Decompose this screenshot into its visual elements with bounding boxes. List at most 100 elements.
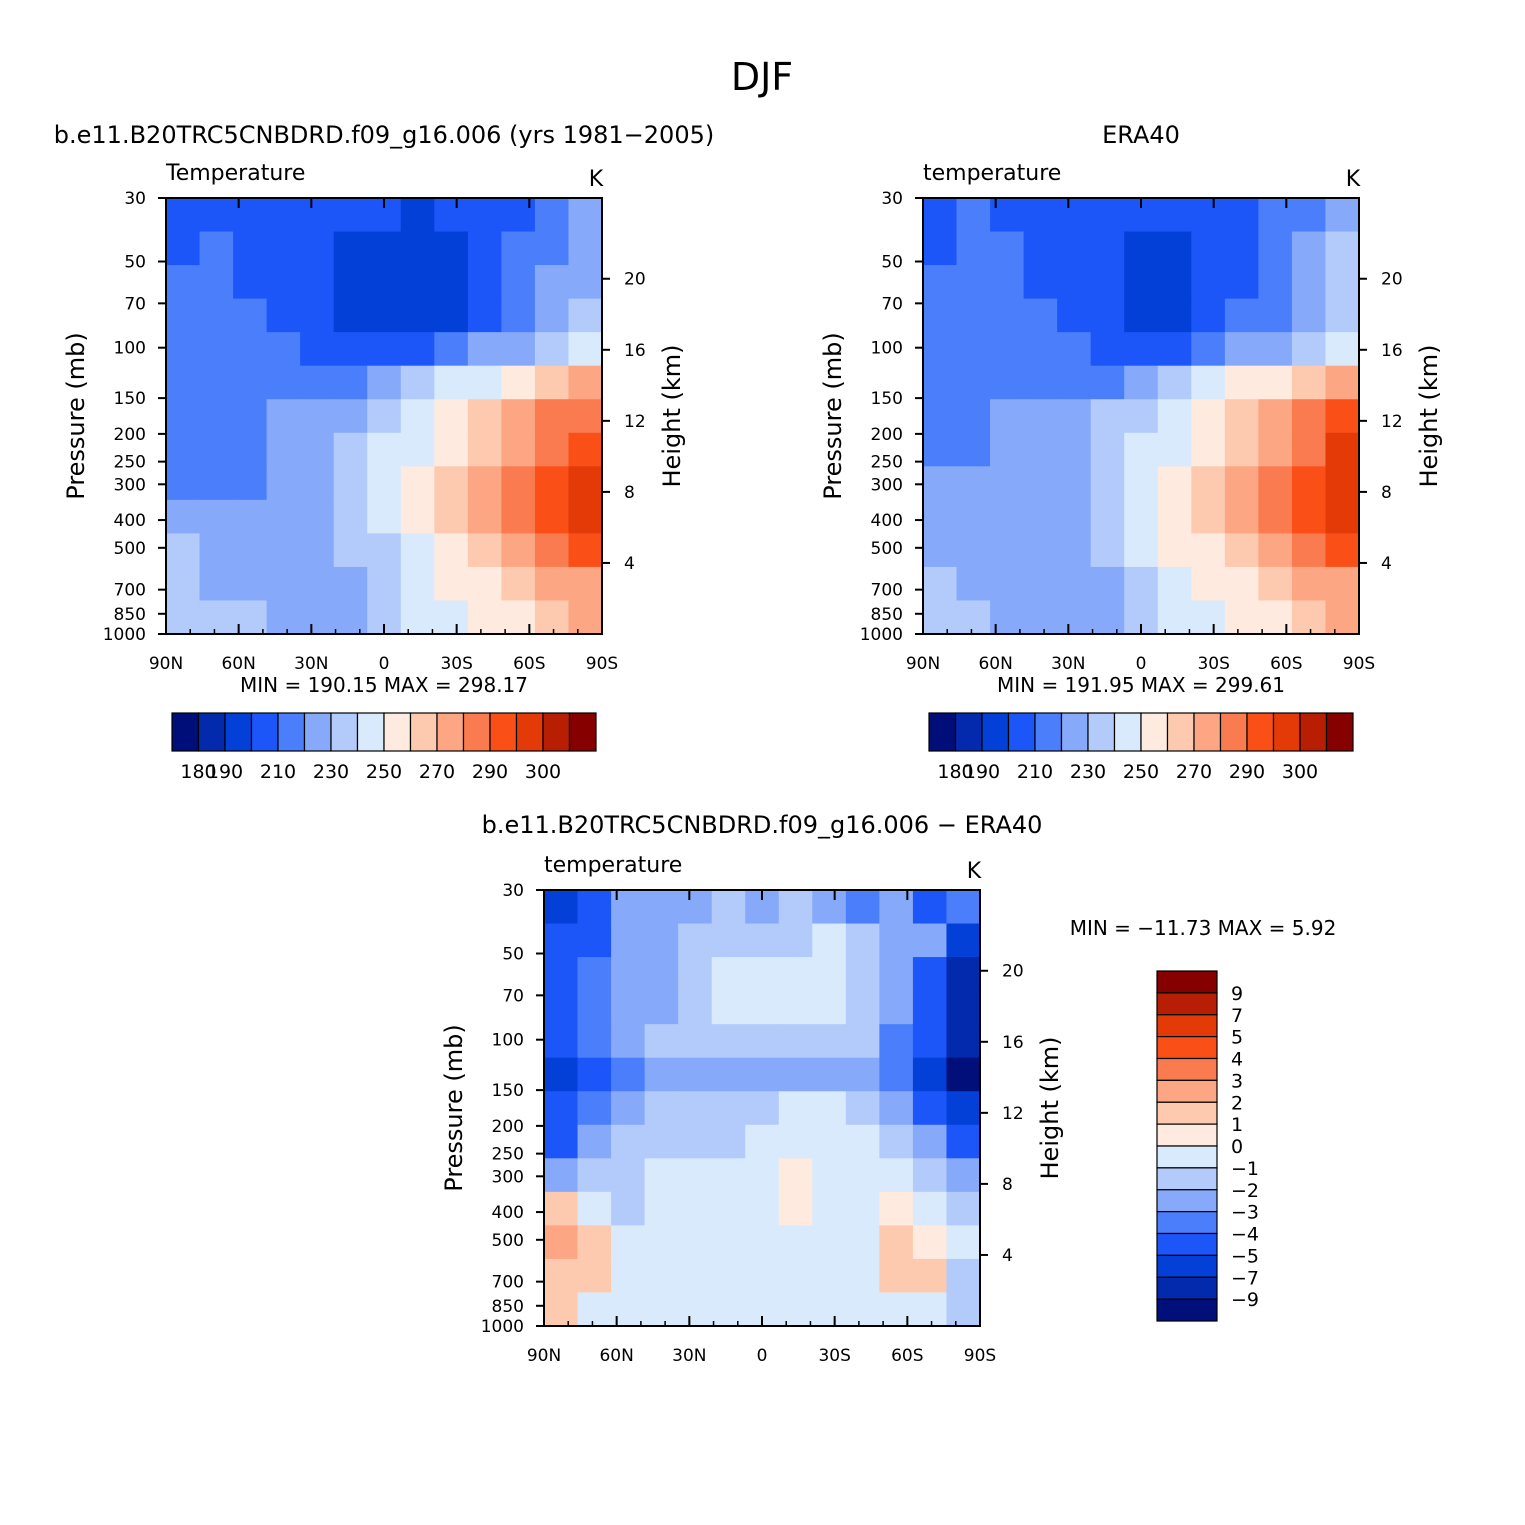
heatmap-cell xyxy=(544,1091,579,1126)
heatmap-cell xyxy=(990,499,1025,534)
heatmap-cell xyxy=(678,1225,713,1260)
heatmap-cells xyxy=(166,198,603,635)
heatmap-cell xyxy=(333,265,368,300)
heatmap-cell xyxy=(233,533,268,568)
heatmap-cell xyxy=(166,533,201,568)
colorbar-box xyxy=(1087,712,1116,752)
heatmap-cell xyxy=(745,957,780,992)
y-tick-label: 850 xyxy=(114,605,146,625)
heatmap-cell xyxy=(711,1292,746,1327)
y-tick-label: 500 xyxy=(492,1231,524,1251)
heatmap-cell xyxy=(644,1158,679,1193)
heatmap-cell xyxy=(678,990,713,1025)
heatmap-cell xyxy=(611,1258,646,1294)
heatmap-cell xyxy=(990,231,1025,266)
y-tick-label: 100 xyxy=(871,339,903,359)
heatmap-cell xyxy=(1291,231,1327,266)
heatmap-cell xyxy=(1057,533,1092,568)
heatmap-cell xyxy=(845,1225,880,1260)
heatmap-cell xyxy=(678,890,713,925)
heatmap-cell xyxy=(956,399,991,434)
heatmap-cell xyxy=(1191,332,1226,367)
heatmap-cell xyxy=(400,566,435,602)
heatmap-cell xyxy=(644,890,679,925)
heatmap-cell xyxy=(1291,332,1327,367)
heatmap-cell xyxy=(233,231,268,266)
min-max-stats: MIN = −11.73 MAX = 5.92 xyxy=(1070,916,1337,940)
height-tick-label: 20 xyxy=(1381,270,1403,290)
heatmap-cell xyxy=(1325,566,1360,602)
colorbar-label: 190 xyxy=(207,761,243,783)
heatmap-cell xyxy=(611,1158,646,1193)
y-tick-label: 100 xyxy=(492,1031,524,1051)
colorbar-label: 2 xyxy=(1231,1092,1243,1114)
heatmap-cell xyxy=(990,298,1025,333)
x-tick-label: 30S xyxy=(1197,654,1229,674)
panel-model: b.e11.B20TRC5CNBDRD.f09_g16.006 (yrs 198… xyxy=(54,121,714,783)
heatmap-cell xyxy=(266,365,301,400)
heatmap-cell xyxy=(711,1158,746,1193)
heatmap-cell xyxy=(577,1057,612,1092)
heatmap-cell xyxy=(434,365,469,400)
x-tick-label: 90N xyxy=(906,654,940,674)
colorbar-box xyxy=(1156,1036,1218,1060)
heatmap-cell xyxy=(1224,231,1259,266)
colorbar-box xyxy=(1299,712,1328,752)
x-tick-label: 30N xyxy=(672,1346,706,1366)
heatmap-cell xyxy=(166,231,201,266)
heatmap-cell xyxy=(544,1258,579,1294)
heatmap-cell xyxy=(1224,332,1259,367)
heatmap-cell xyxy=(300,231,335,266)
heatmap-cell xyxy=(400,499,435,534)
heatmap-cell xyxy=(577,990,612,1025)
y-tick-label: 30 xyxy=(502,881,524,901)
height-tick-label: 4 xyxy=(624,554,635,574)
heatmap-cell xyxy=(812,890,847,925)
heatmap-cell xyxy=(1157,231,1192,266)
colorbar-box xyxy=(1156,1232,1218,1256)
height-tick-label: 4 xyxy=(1381,554,1392,574)
heatmap-cell xyxy=(1090,198,1125,233)
colorbar-label: 180 xyxy=(937,761,973,783)
height-tick-label: 8 xyxy=(624,483,635,503)
heatmap-cell xyxy=(879,890,914,925)
heatmap-cell xyxy=(166,265,201,300)
y-tick-label: 1000 xyxy=(481,1317,524,1337)
heatmap-cell xyxy=(166,365,201,400)
heatmap-cell xyxy=(199,265,234,300)
heatmap-cell xyxy=(467,399,502,434)
heatmap-cell xyxy=(1258,533,1293,568)
heatmap-cell xyxy=(711,890,746,925)
y-tick-label: 850 xyxy=(492,1297,524,1317)
y-tick-label: 50 xyxy=(881,253,903,273)
heatmap-cell xyxy=(1224,198,1259,233)
heatmap-cell xyxy=(879,957,914,992)
height-tick-label: 4 xyxy=(1002,1246,1013,1266)
heatmap-cell xyxy=(956,332,991,367)
height-tick-label: 12 xyxy=(624,412,646,432)
heatmap-cell xyxy=(199,298,234,333)
heatmap-cell xyxy=(990,466,1025,501)
heatmap-cell xyxy=(778,1191,813,1226)
heatmap-cell xyxy=(199,231,234,266)
heatmap-cell xyxy=(778,1124,813,1159)
heatmap-cell xyxy=(678,957,713,992)
heatmap-cell xyxy=(956,198,991,233)
heatmap-cell xyxy=(1258,499,1293,534)
heatmap-cell xyxy=(778,990,813,1025)
heatmap-cell xyxy=(1090,533,1125,568)
x-tick-label: 90N xyxy=(149,654,183,674)
heatmap-cell xyxy=(544,1057,579,1092)
colorbar-box xyxy=(197,712,226,752)
heatmap-cell xyxy=(333,298,368,333)
heatmap-cell xyxy=(1191,198,1226,233)
y-tick-label: 50 xyxy=(124,253,146,273)
heatmap-cell xyxy=(678,1158,713,1193)
heatmap-cell xyxy=(434,231,469,266)
heatmap-cell xyxy=(1157,466,1192,501)
heatmap-cell xyxy=(577,1191,612,1226)
heatmap-cell xyxy=(912,1258,948,1294)
heatmap-cell xyxy=(946,1091,981,1126)
